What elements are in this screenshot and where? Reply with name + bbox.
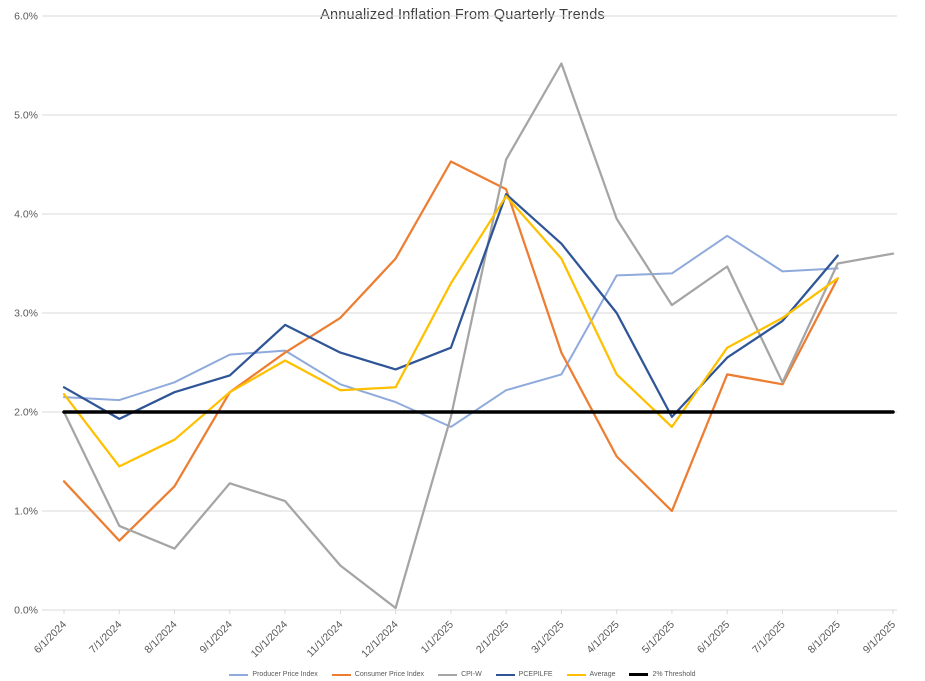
legend-label: Consumer Price Index — [354, 671, 425, 678]
x-axis-label: 2/1/2025 — [474, 619, 511, 656]
legend-line-swatch — [229, 673, 249, 676]
x-axis-label: 5/1/2025 — [640, 619, 677, 656]
legend-line-swatch — [495, 673, 515, 676]
x-axis-label: 10/1/2024 — [249, 619, 291, 661]
legend-label: Producer Price Index — [252, 671, 318, 678]
legend-item-pcepilfe: PCEPILFE — [495, 671, 553, 678]
chart-legend: Producer Price Index Consumer Price Index… — [0, 671, 925, 678]
x-axis-label: 9/1/2025 — [861, 619, 898, 656]
x-axis-label: 6/1/2025 — [695, 619, 732, 656]
y-axis-label: 4.0% — [14, 209, 38, 221]
legend-label: PCEPILFE — [518, 671, 553, 678]
x-axis-label: 8/1/2024 — [142, 619, 179, 656]
legend-line-swatch — [629, 673, 649, 676]
y-axis-label: 6.0% — [14, 11, 38, 23]
series-line-average — [62, 195, 839, 468]
legend-line-swatch — [438, 673, 458, 676]
y-axis-label: 1.0% — [14, 506, 38, 518]
legend-item-producer-price-index: Producer Price Index — [229, 671, 318, 678]
series-line-pcepilfe — [62, 193, 839, 421]
chart-title: Annualized Inflation From Quarterly Tren… — [320, 7, 605, 23]
x-axis-label: 1/1/2025 — [419, 619, 456, 656]
y-axis-label: 5.0% — [14, 110, 38, 122]
y-axis-label: 0.0% — [14, 605, 38, 617]
legend-label: Average — [589, 671, 616, 678]
y-axis-label: 3.0% — [14, 308, 38, 320]
series-line-consumer-price-index — [62, 160, 839, 542]
x-axis-label: 4/1/2025 — [584, 619, 621, 656]
y-axis-label: 2.0% — [14, 407, 38, 419]
legend-item-2-threshold: 2% Threshold — [629, 671, 696, 678]
legend-line-swatch — [566, 673, 586, 676]
legend-item-consumer-price-index: Consumer Price Index — [331, 671, 425, 678]
x-axis-label: 7/1/2024 — [87, 619, 124, 656]
series-line-cpi-w — [62, 62, 895, 610]
legend-line-swatch — [331, 673, 351, 676]
legend-label: CPI-W — [461, 671, 482, 678]
x-axis-label: 9/1/2024 — [198, 619, 235, 656]
x-axis-label: 8/1/2025 — [805, 619, 842, 656]
x-axis-label: 3/1/2025 — [529, 619, 566, 656]
x-axis-label: 7/1/2025 — [750, 619, 787, 656]
series-line-producer-price-index — [63, 234, 839, 428]
x-axis-label: 11/1/2024 — [304, 619, 345, 660]
legend-label: 2% Threshold — [652, 671, 696, 678]
x-axis-label: 12/1/2024 — [359, 619, 401, 661]
legend-item-average: Average — [566, 671, 616, 678]
legend-item-cpi-w: CPI-W — [438, 671, 482, 678]
x-axis-label: 6/1/2024 — [32, 619, 69, 656]
